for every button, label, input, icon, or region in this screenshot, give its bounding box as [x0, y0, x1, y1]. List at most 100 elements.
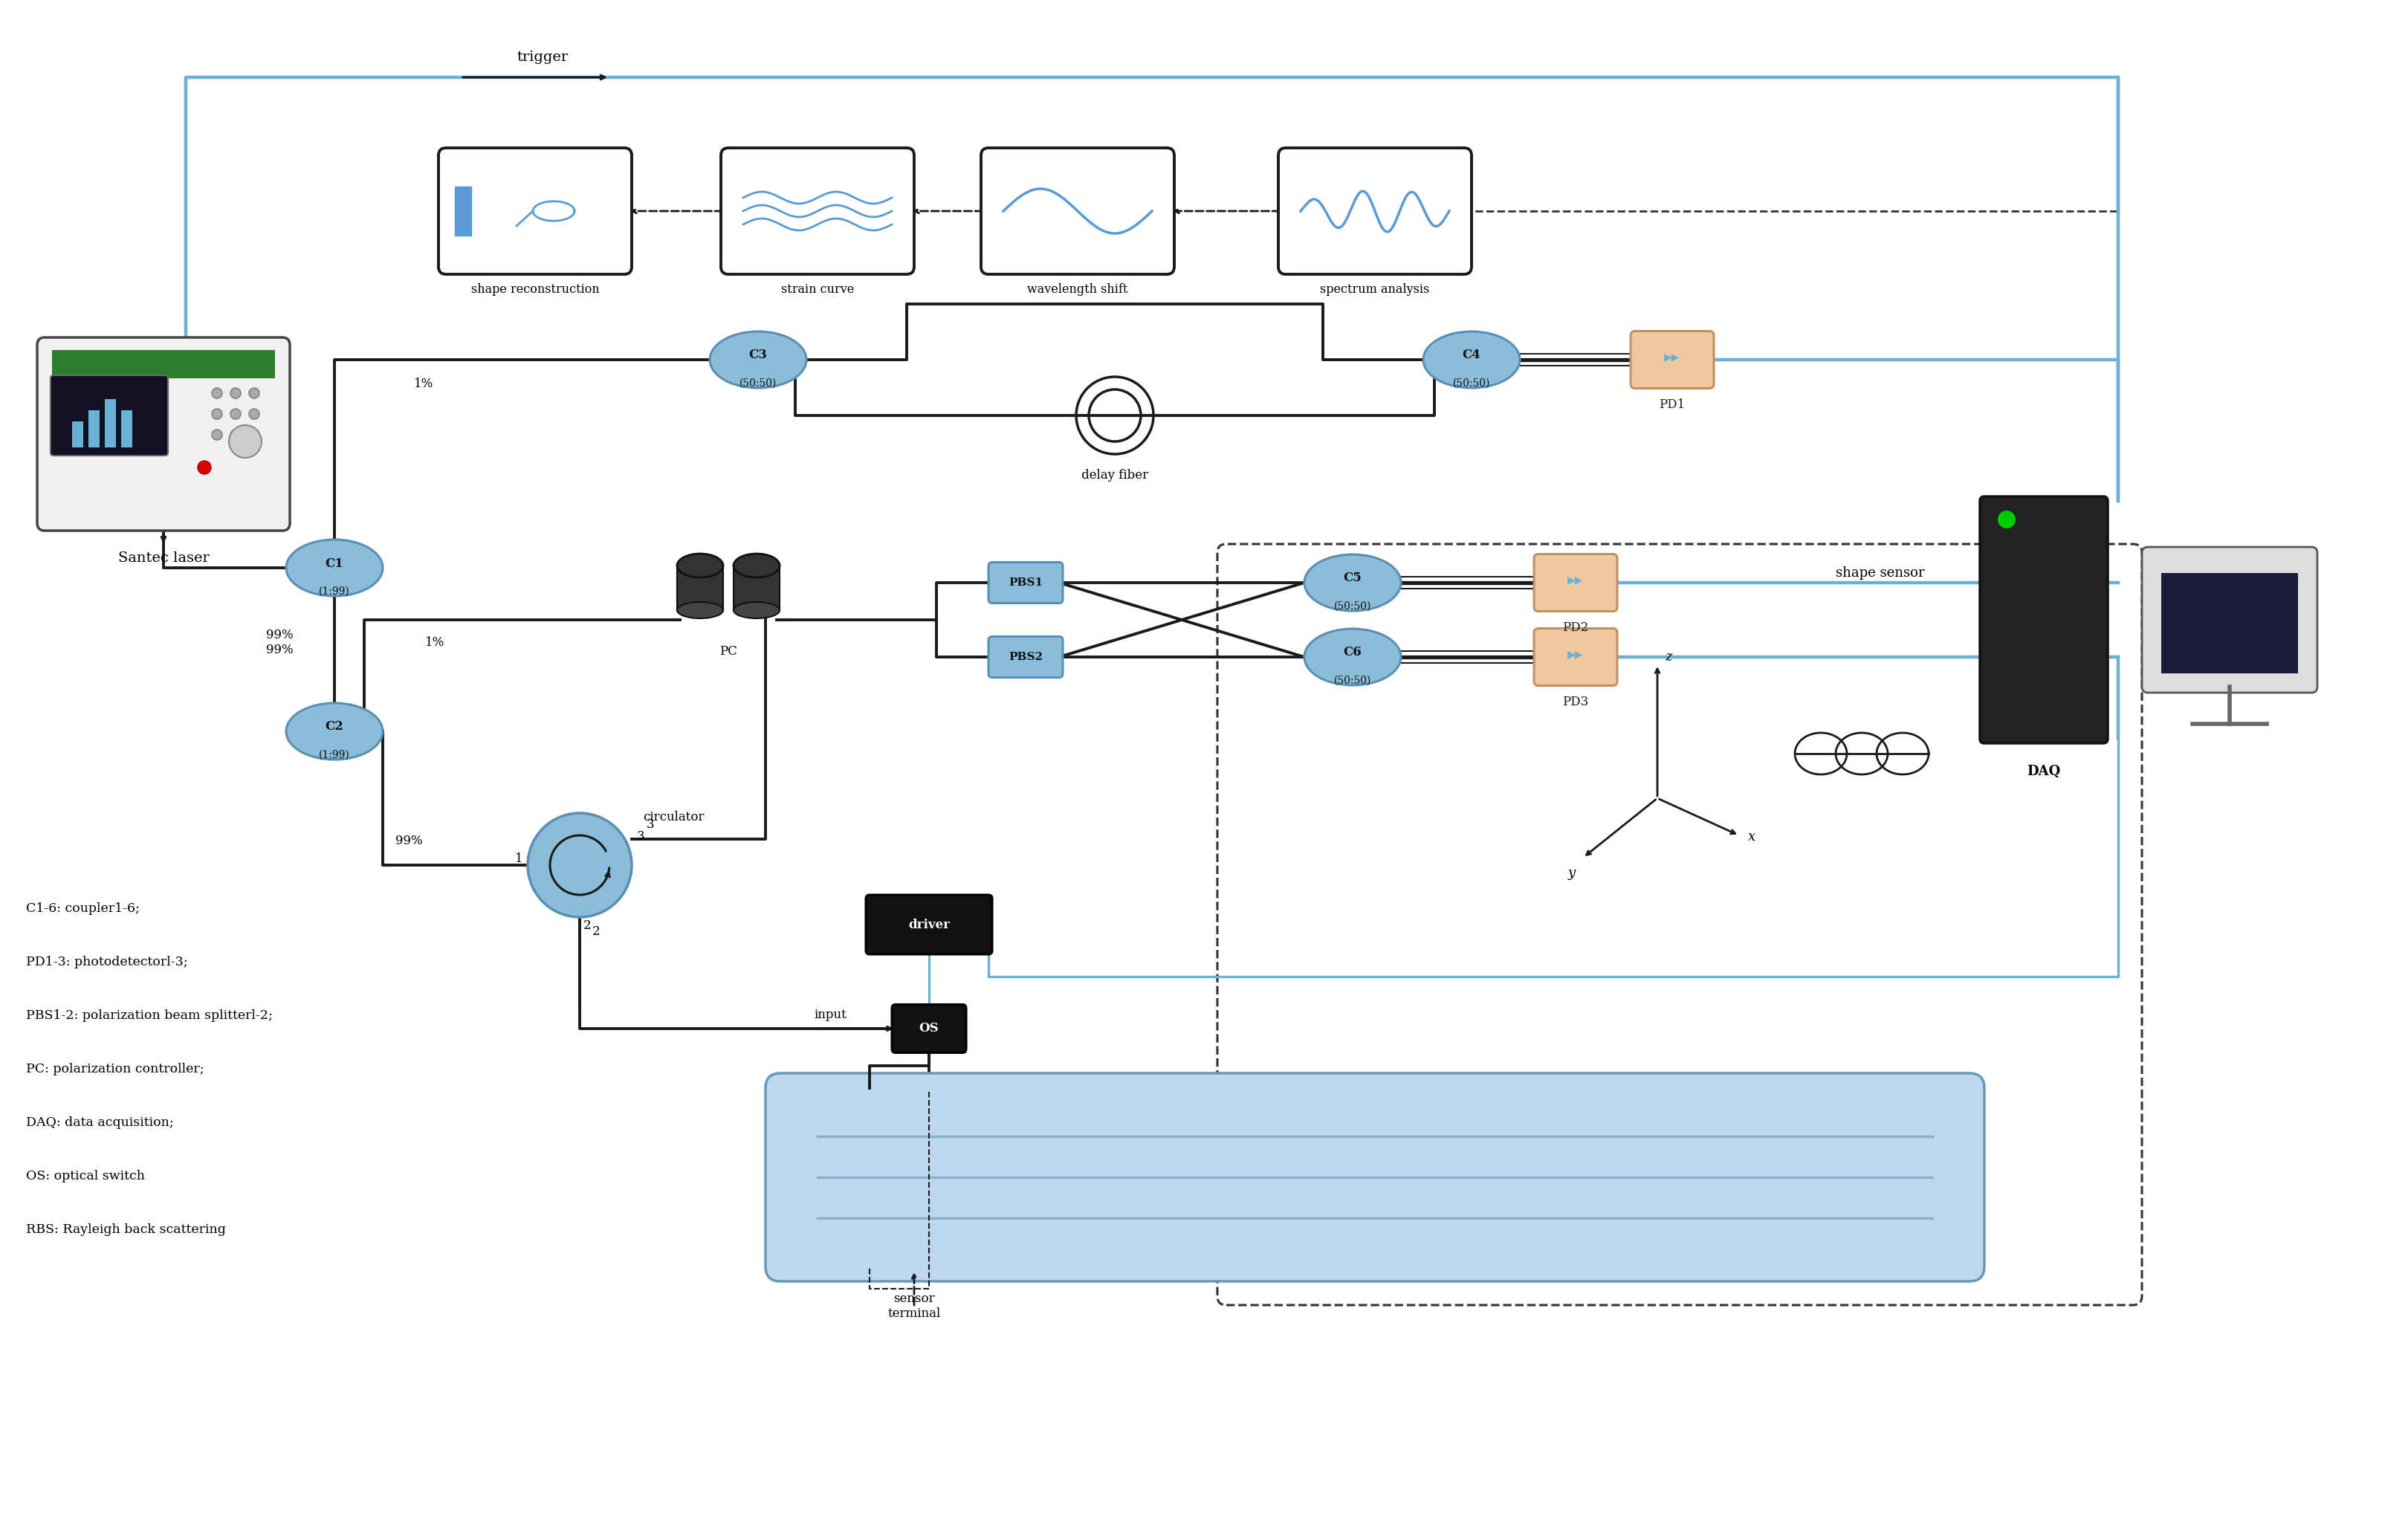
- FancyBboxPatch shape: [1979, 497, 2107, 742]
- Bar: [677, 565, 722, 611]
- Ellipse shape: [677, 554, 722, 577]
- Text: sensor
terminal: sensor terminal: [889, 1293, 942, 1319]
- FancyBboxPatch shape: [1534, 629, 1618, 686]
- Text: driver: driver: [908, 919, 949, 931]
- FancyBboxPatch shape: [867, 894, 992, 954]
- Text: 3: 3: [645, 818, 655, 830]
- FancyBboxPatch shape: [987, 563, 1062, 603]
- Text: C4: C4: [1462, 348, 1481, 362]
- Ellipse shape: [287, 703, 383, 759]
- Text: shape sensor: shape sensor: [1835, 566, 1924, 580]
- Text: (50:50): (50:50): [739, 379, 778, 388]
- Text: wavelength shift: wavelength shift: [1028, 284, 1127, 296]
- Text: PC: polarization controller;: PC: polarization controller;: [26, 1063, 205, 1075]
- Text: shape reconstruction: shape reconstruction: [472, 284, 600, 296]
- Text: DAQ: DAQ: [2028, 765, 2061, 778]
- Text: z: z: [1664, 650, 1671, 664]
- Text: y: y: [1568, 867, 1575, 881]
- Text: x: x: [1748, 830, 1755, 844]
- FancyBboxPatch shape: [51, 376, 169, 456]
- Bar: [455, 187, 472, 202]
- Ellipse shape: [677, 601, 722, 618]
- Text: C5: C5: [1344, 572, 1363, 584]
- Ellipse shape: [1305, 629, 1401, 686]
- FancyBboxPatch shape: [1630, 331, 1714, 388]
- Text: OS: OS: [920, 1022, 939, 1035]
- Text: 99%: 99%: [267, 629, 294, 641]
- Text: ▶▶: ▶▶: [1568, 649, 1584, 660]
- Circle shape: [212, 388, 222, 399]
- Text: (1:99): (1:99): [318, 586, 349, 597]
- Circle shape: [197, 460, 212, 474]
- Text: Santec laser: Santec laser: [118, 551, 209, 565]
- Text: ▶▶: ▶▶: [1664, 351, 1681, 362]
- Circle shape: [212, 408, 222, 419]
- Text: PD3: PD3: [1563, 695, 1589, 709]
- Bar: [2162, 574, 2297, 673]
- Circle shape: [231, 430, 241, 440]
- FancyBboxPatch shape: [438, 147, 631, 275]
- Text: (50:50): (50:50): [1452, 379, 1491, 388]
- Text: C1-6: coupler1-6;: C1-6: coupler1-6;: [26, 902, 140, 914]
- Text: PBS1: PBS1: [1009, 577, 1043, 588]
- FancyBboxPatch shape: [891, 1005, 966, 1052]
- Circle shape: [248, 408, 260, 419]
- Bar: [72, 422, 84, 448]
- Text: ▶▶: ▶▶: [1568, 575, 1584, 584]
- Bar: [106, 399, 116, 448]
- Ellipse shape: [734, 601, 780, 618]
- Bar: [734, 565, 780, 611]
- Text: (1:99): (1:99): [318, 750, 349, 761]
- FancyBboxPatch shape: [720, 147, 915, 275]
- Text: (50:50): (50:50): [1334, 601, 1373, 612]
- Text: delay fiber: delay fiber: [1081, 469, 1149, 482]
- FancyBboxPatch shape: [1534, 554, 1618, 611]
- Text: C1: C1: [325, 557, 344, 569]
- FancyBboxPatch shape: [766, 1074, 1984, 1281]
- Text: 99%: 99%: [267, 643, 294, 657]
- Text: PD2: PD2: [1563, 621, 1589, 634]
- Text: 3: 3: [636, 830, 645, 844]
- Text: circulator: circulator: [643, 810, 703, 824]
- Text: strain curve: strain curve: [780, 284, 855, 296]
- Bar: [53, 350, 275, 379]
- Text: trigger: trigger: [518, 51, 568, 64]
- Bar: [89, 410, 99, 448]
- Text: OS: optical switch: OS: optical switch: [26, 1170, 144, 1183]
- Circle shape: [231, 408, 241, 419]
- Text: 1: 1: [515, 853, 523, 865]
- Ellipse shape: [1305, 554, 1401, 611]
- Text: (50:50): (50:50): [1334, 675, 1373, 686]
- Circle shape: [248, 388, 260, 399]
- Text: PD1-3: photodetectorl-3;: PD1-3: photodetectorl-3;: [26, 956, 188, 968]
- FancyBboxPatch shape: [36, 337, 289, 531]
- Text: input: input: [814, 1009, 845, 1022]
- Bar: [455, 202, 472, 219]
- Circle shape: [231, 388, 241, 399]
- Text: PBS2: PBS2: [1009, 652, 1043, 663]
- Circle shape: [1999, 511, 2015, 528]
- Text: C6: C6: [1344, 646, 1363, 660]
- Text: PD1: PD1: [1659, 399, 1686, 411]
- Text: 2: 2: [583, 920, 590, 933]
- Ellipse shape: [527, 813, 631, 917]
- Ellipse shape: [1423, 331, 1519, 388]
- Text: 2: 2: [592, 925, 600, 939]
- Bar: [120, 410, 132, 448]
- Text: input
light: input light: [87, 471, 123, 500]
- Bar: [455, 219, 472, 236]
- Text: DAQ: data acquisition;: DAQ: data acquisition;: [26, 1117, 173, 1129]
- FancyBboxPatch shape: [987, 637, 1062, 678]
- FancyBboxPatch shape: [980, 147, 1175, 275]
- Text: 1%: 1%: [426, 635, 445, 649]
- Ellipse shape: [287, 540, 383, 597]
- Ellipse shape: [710, 331, 807, 388]
- Text: 99%: 99%: [395, 834, 421, 848]
- Text: spectrum analysis: spectrum analysis: [1320, 284, 1430, 296]
- Text: PBS1-2: polarization beam splitterl-2;: PBS1-2: polarization beam splitterl-2;: [26, 1009, 272, 1022]
- Circle shape: [229, 425, 262, 457]
- Text: PC: PC: [720, 646, 737, 658]
- FancyBboxPatch shape: [1279, 147, 1471, 275]
- Text: RBS: Rayleigh back scattering: RBS: Rayleigh back scattering: [26, 1223, 226, 1236]
- FancyBboxPatch shape: [2143, 548, 2316, 693]
